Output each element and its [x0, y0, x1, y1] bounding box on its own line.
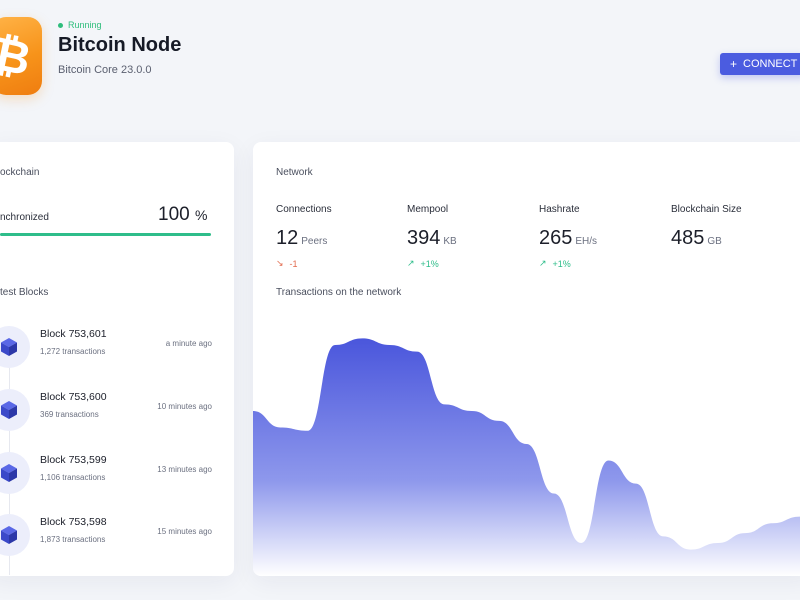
sync-percentage: 100 % [158, 204, 207, 226]
block-name: Block 753,598 [40, 516, 107, 528]
status-indicator: Running [58, 20, 102, 30]
metric-unit: GB [707, 236, 722, 247]
block-tx-count: 1,272 transactions [40, 347, 106, 356]
sync-progress-bar [0, 233, 211, 236]
blockchain-card [0, 142, 234, 576]
trend-up-icon: ↗ [539, 258, 547, 268]
metric-blockchain-size: Blockchain Size 485 GB [671, 204, 742, 250]
metric-value: 485 [671, 227, 705, 249]
metric-delta: -1 [289, 258, 298, 269]
metric-value: 265 [539, 227, 573, 249]
chart-title: Transactions on the network [276, 287, 402, 298]
network-card [253, 142, 800, 576]
metric-connections: Connections 12 Peers ↘ -1 [276, 204, 332, 269]
block-time: a minute ago [165, 339, 212, 348]
connect-button[interactable]: + CONNECT [720, 53, 800, 75]
metric-label: Connections [276, 204, 332, 215]
metric-unit: KB [443, 236, 457, 247]
page-title: Bitcoin Node [58, 34, 182, 56]
metric-mempool: Mempool 394 KB ↗ +1% [407, 204, 457, 269]
bitcoin-icon: ₿ [0, 25, 36, 87]
metric-delta: +1% [420, 258, 439, 269]
blockchain-section-label: ockchain [0, 167, 40, 178]
status-dot-icon [58, 22, 63, 28]
plus-icon: + [730, 57, 738, 71]
block-list-item[interactable]: Block 753,599 1,106 transactions 13 minu… [0, 448, 212, 496]
metric-label: Blockchain Size [671, 204, 742, 215]
transactions-area-chart [253, 338, 800, 576]
block-tx-count: 369 transactions [40, 410, 99, 419]
block-name: Block 753,599 [40, 454, 107, 466]
metric-value: 394 [407, 227, 441, 249]
sync-progress-fill [0, 233, 211, 236]
metric-value: 12 [276, 227, 299, 249]
connect-button-label: CONNECT [743, 58, 798, 70]
metric-unit: EH/s [575, 236, 598, 247]
block-cube-icon [0, 452, 30, 494]
block-tx-count: 1,873 transactions [40, 535, 106, 544]
trend-up-icon: ↗ [407, 258, 415, 268]
trend-down-icon: ↘ [276, 258, 284, 268]
bitcoin-app-icon: ₿ [0, 17, 42, 95]
metric-label: Mempool [407, 204, 449, 215]
latest-blocks-label: test Blocks [0, 287, 49, 298]
sync-value-unit: % [194, 207, 208, 223]
block-time: 15 minutes ago [157, 527, 212, 536]
metric-hashrate: Hashrate 265 EH/s ↗ +1% [539, 204, 597, 269]
block-time: 10 minutes ago [157, 402, 212, 411]
block-list-item[interactable]: Block 753,601 1,272 transactions a minut… [0, 322, 212, 370]
network-section-label: Network [276, 167, 313, 178]
sync-value-number: 100 [158, 204, 190, 225]
metric-delta: +1% [552, 258, 571, 269]
block-time: 13 minutes ago [157, 465, 212, 474]
transactions-area-series [253, 338, 800, 576]
block-list-item[interactable]: Block 753,600 369 transactions 10 minute… [0, 385, 212, 433]
version-subtitle: Bitcoin Core 23.0.0 [58, 64, 152, 76]
block-cube-icon [0, 514, 30, 556]
block-list-item[interactable]: Block 753,598 1,873 transactions 15 minu… [0, 510, 212, 558]
status-text: Running [68, 20, 102, 30]
block-cube-icon [0, 389, 30, 431]
metric-label: Hashrate [539, 204, 580, 215]
metric-unit: Peers [301, 236, 328, 247]
block-tx-count: 1,106 transactions [40, 473, 106, 482]
block-name: Block 753,601 [40, 328, 107, 340]
block-name: Block 753,600 [40, 391, 107, 403]
block-cube-icon [0, 326, 30, 368]
sync-status-label: nchronized [0, 212, 49, 223]
